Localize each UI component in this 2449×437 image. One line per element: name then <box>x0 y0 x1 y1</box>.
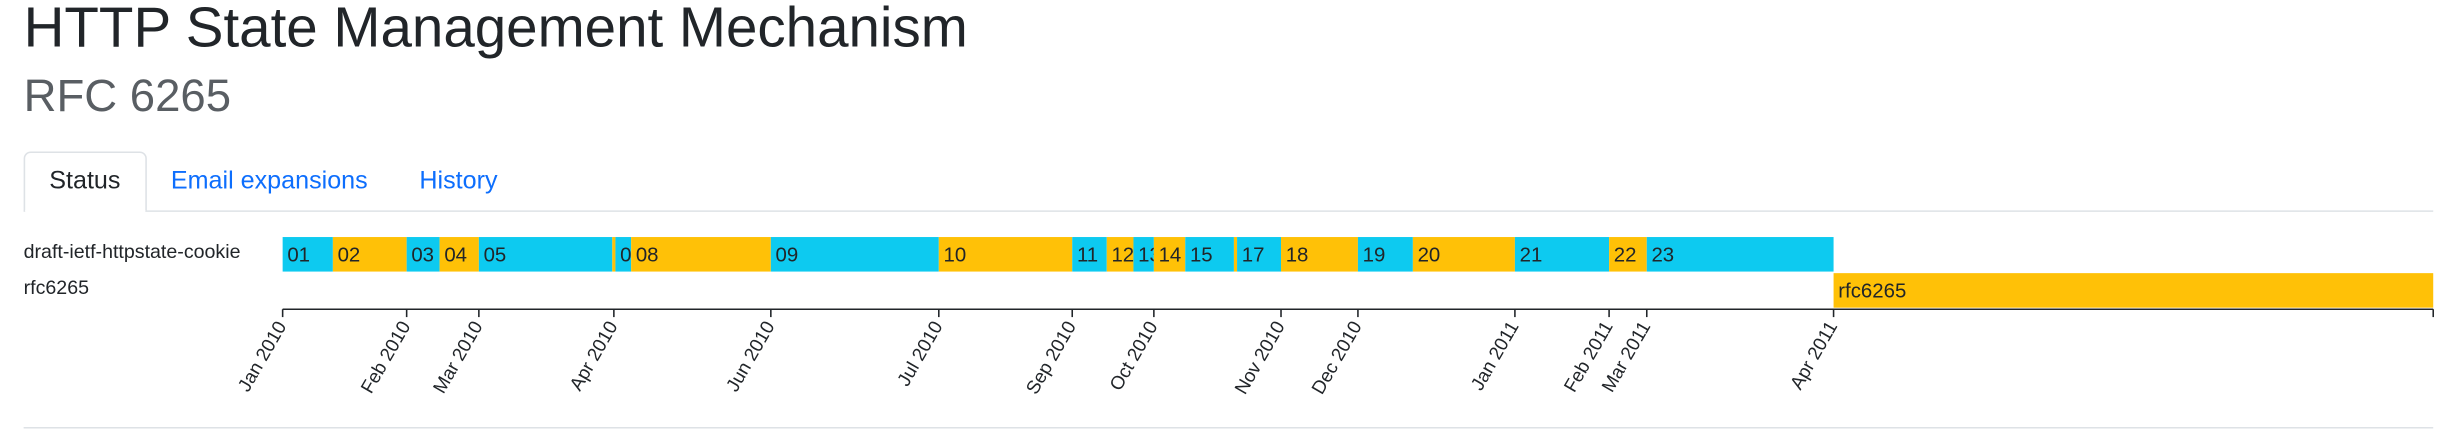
axis-tick-label: Jul 2010 <box>893 317 947 389</box>
timeline-segment <box>631 237 771 272</box>
segment-label: rfc6265 <box>1838 280 1906 302</box>
axis-tick-label: Feb 2010 <box>356 317 414 396</box>
timeline-segment <box>1412 237 1515 272</box>
axis-tick-label: Apr 2010 <box>565 317 621 394</box>
timeline-segment <box>332 237 407 272</box>
timeline-segment <box>1833 273 2434 308</box>
timeline-segment <box>1106 237 1134 272</box>
segment-label: 11 <box>1077 244 1098 266</box>
row-label: draft-ietf-httpstate-cookie <box>24 241 241 263</box>
segment-label: 08 <box>636 244 659 266</box>
timeline-segment <box>1609 237 1647 272</box>
segment-label: 17 <box>1242 244 1265 266</box>
axis-tick-label: Dec 2010 <box>1307 317 1365 397</box>
axis-tick-label: Apr 2011 <box>1786 317 1842 392</box>
title: HTTP State Management Mechanism <box>24 0 968 58</box>
axis-tick-label: Nov 2010 <box>1230 317 1288 397</box>
segment-label: 13 <box>1138 244 1161 266</box>
segment-label: 01 <box>287 244 310 266</box>
segment-label: 21 <box>1520 244 1543 266</box>
timeline-segment <box>439 237 479 272</box>
segment-label: 05 <box>484 244 507 266</box>
timeline-segment <box>1233 237 1238 272</box>
timeline-segment <box>1646 237 1834 272</box>
timeline-segment <box>406 237 440 272</box>
timeline-segment <box>1237 237 1282 272</box>
subtitle: RFC 6265 <box>24 70 231 121</box>
tab[interactable]: Email expansions <box>171 167 368 195</box>
timeline-segment <box>938 237 1073 272</box>
axis-tick-label: Jun 2010 <box>722 317 779 395</box>
timeline-segment <box>770 237 939 272</box>
axis-tick-label: Jan 2010 <box>233 317 290 395</box>
segment-label: 03 <box>411 244 434 266</box>
segment-label: 14 <box>1159 244 1182 266</box>
axis-tick-label: Mar 2010 <box>429 317 487 396</box>
timeline-segment <box>1153 237 1186 272</box>
active-tab <box>23 151 147 212</box>
timeline-segment <box>1072 237 1107 272</box>
timeline-segment <box>1514 237 1610 272</box>
segment-label: 09 <box>776 244 799 266</box>
segment-label: 12 <box>1111 244 1134 266</box>
timeline-segment <box>615 237 632 272</box>
axis-tick-label: Sep 2010 <box>1022 317 1080 397</box>
segment-label: 20 <box>1418 244 1441 266</box>
timeline-segment <box>282 237 333 272</box>
segment-label: 10 <box>944 244 967 266</box>
segment-label: 07 <box>620 244 643 266</box>
timeline-segment <box>1185 237 1234 272</box>
timeline-segment <box>612 237 616 272</box>
tab[interactable]: Status <box>49 167 120 195</box>
timeline-segment <box>1281 237 1358 272</box>
timeline-segment <box>478 237 613 272</box>
axis-tick-label: Oct 2010 <box>1105 317 1161 394</box>
tab[interactable]: History <box>419 167 498 195</box>
segment-label: 18 <box>1286 244 1309 266</box>
segment-label: 22 <box>1614 244 1637 266</box>
segment-label: 23 <box>1651 244 1674 266</box>
row-label: rfc6265 <box>24 277 90 299</box>
timeline-segment <box>1133 237 1154 272</box>
segment-label: 15 <box>1190 244 1213 266</box>
timeline-segment <box>1357 237 1413 272</box>
segment-label: 04 <box>444 244 467 266</box>
segment-label: 19 <box>1363 244 1386 266</box>
axis-tick-label: Jan 2011 <box>1466 317 1522 393</box>
segment-label: 02 <box>338 244 361 266</box>
